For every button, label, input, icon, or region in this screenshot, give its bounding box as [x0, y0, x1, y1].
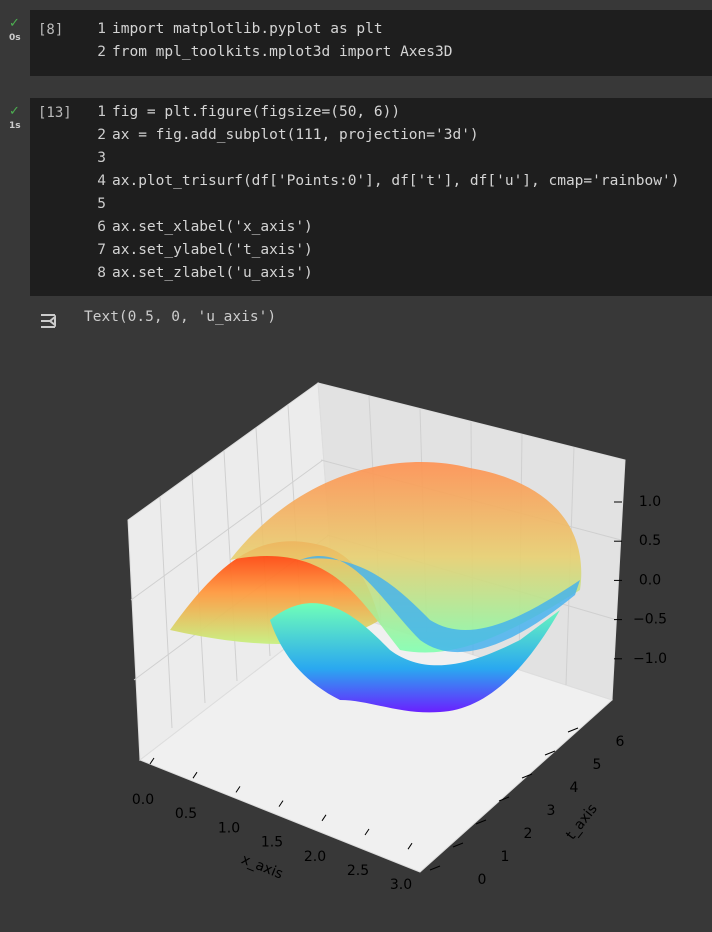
x-tick-label: 1.0 [218, 820, 240, 836]
tick [192, 771, 198, 779]
tick [475, 819, 487, 825]
t-axis-label: t_axis [563, 801, 601, 843]
z-tick-label: 1.0 [639, 494, 661, 510]
execution-count[interactable]: [13] [38, 105, 72, 121]
tick [278, 800, 284, 807]
x-tick-label: 2.0 [304, 849, 326, 865]
line-number: 4 [97, 173, 106, 189]
code-line[interactable]: ax.set_zlabel('u_axis') [112, 265, 313, 281]
x-axis-label: x_axis [239, 851, 285, 882]
z-tick-label: −0.5 [633, 612, 667, 628]
execution-count[interactable]: [8] [38, 22, 64, 38]
tick [407, 842, 413, 850]
t-tick-label: 2 [524, 826, 533, 842]
t-tick-label: 4 [570, 780, 579, 796]
t-tick-label: 5 [593, 757, 602, 773]
line-number: 3 [97, 150, 106, 166]
tick [567, 727, 579, 733]
x-tick-label: 0.0 [132, 792, 154, 808]
x-tick-label: 0.5 [175, 806, 197, 822]
t-tick-label: 6 [616, 734, 625, 750]
x-tick-label: 3.0 [390, 877, 412, 893]
line-number: 1 [97, 104, 106, 120]
code-cell[interactable] [30, 98, 712, 296]
tick [364, 828, 370, 836]
line-number: 8 [97, 265, 106, 281]
code-line[interactable]: ax.set_xlabel('x_axis') [112, 219, 313, 235]
run-status: ✓ [9, 16, 20, 31]
z-tick-label: −1.0 [633, 651, 667, 667]
x-tick-label: 1.5 [261, 835, 283, 851]
code-line[interactable]: ax.set_ylabel('t_axis') [112, 242, 313, 258]
run-time: 0s [9, 33, 21, 43]
tick [521, 773, 533, 779]
line-number: 1 [97, 21, 106, 37]
line-number: 6 [97, 219, 106, 235]
tick [452, 842, 464, 848]
code-line[interactable]: fig = plt.figure(figsize=(50, 6)) [112, 104, 401, 120]
code-line[interactable]: ax.plot_trisurf(df['Points:0'], df['t'],… [112, 173, 680, 189]
run-time: 1s [9, 121, 21, 131]
tick [544, 750, 556, 756]
code-cell[interactable] [30, 10, 712, 76]
code-line[interactable]: from mpl_toolkits.mplot3d import Axes3D [112, 44, 453, 60]
z-tick-label: 0.0 [639, 572, 661, 588]
z-tick-label: 0.5 [639, 533, 661, 549]
line-number: 5 [97, 196, 106, 212]
output-text: Text(0.5, 0, 'u_axis') [84, 309, 277, 325]
line-number: 7 [97, 242, 106, 258]
t-tick-label: 3 [547, 803, 556, 819]
t-tick-label: 1 [501, 849, 510, 865]
tick [149, 757, 155, 765]
code-line[interactable]: ax = fig.add_subplot(111, projection='3d… [112, 127, 479, 143]
code-line[interactable]: import matplotlib.pyplot as plt [112, 21, 383, 37]
x-tick-label: 2.5 [347, 863, 369, 879]
run-status: ✓ [9, 104, 20, 119]
line-number: 2 [97, 44, 106, 60]
output-icon[interactable] [38, 311, 64, 331]
tick [429, 865, 441, 871]
t-tick-label: 0 [478, 872, 487, 888]
tick [321, 814, 327, 822]
tick [235, 786, 241, 793]
tick [498, 796, 510, 802]
line-number: 2 [97, 127, 106, 143]
